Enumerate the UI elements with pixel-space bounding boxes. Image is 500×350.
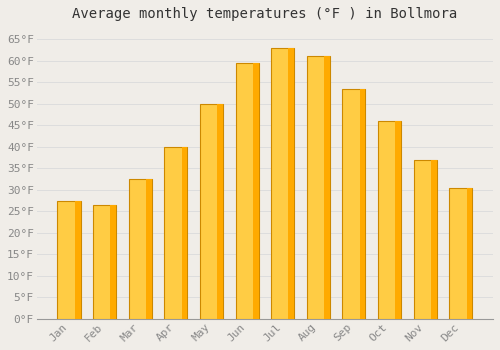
Bar (449, 188, 472, 319)
Bar (431, 160, 436, 319)
Bar (75, 201, 80, 319)
Bar (182, 147, 188, 319)
Bar (360, 89, 366, 319)
Bar (288, 48, 294, 319)
Bar (93, 205, 116, 319)
Bar (378, 121, 401, 319)
Bar (324, 56, 330, 319)
Bar (342, 89, 365, 319)
Bar (271, 48, 294, 319)
Bar (110, 205, 116, 319)
Bar (58, 201, 80, 319)
Bar (236, 63, 258, 319)
Bar (414, 160, 436, 319)
Title: Average monthly temperatures (°F ) in Bollmora: Average monthly temperatures (°F ) in Bo… (72, 7, 458, 21)
Bar (200, 104, 223, 319)
Bar (396, 121, 401, 319)
Bar (128, 179, 152, 319)
Bar (146, 179, 152, 319)
Bar (218, 104, 223, 319)
Bar (253, 63, 258, 319)
Bar (306, 56, 330, 319)
Bar (164, 147, 188, 319)
Bar (466, 188, 472, 319)
